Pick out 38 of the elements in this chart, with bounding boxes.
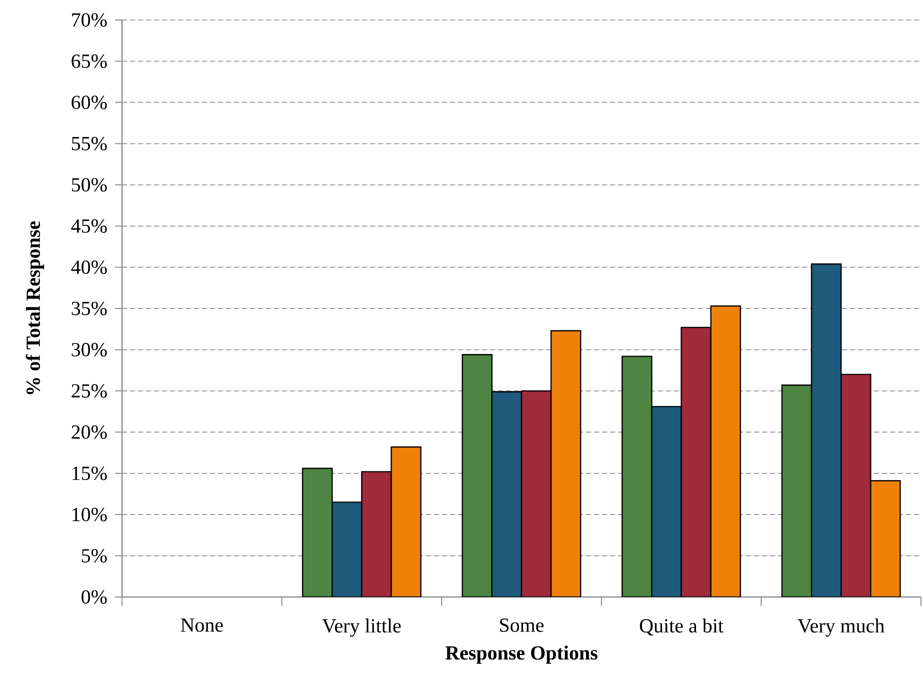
y-tick-label: 55% xyxy=(72,136,107,150)
y-tick-label: 0% xyxy=(82,590,107,604)
y-tick-label: 15% xyxy=(72,466,107,480)
bar xyxy=(462,354,493,597)
x-tick-label: Quite a bit xyxy=(640,618,724,636)
x-tick-label: Very much xyxy=(798,618,884,637)
y-tick-label: 35% xyxy=(72,302,107,316)
y-tick-label: 25% xyxy=(72,384,107,398)
bar xyxy=(840,374,872,597)
bar xyxy=(781,384,812,597)
bar xyxy=(550,330,582,597)
y-axis-title: % of Total Response xyxy=(26,221,44,394)
bar xyxy=(302,468,333,597)
x-tick-label: None xyxy=(180,618,223,632)
bar xyxy=(332,502,362,597)
y-tick-label: 30% xyxy=(72,342,107,356)
y-tick-label: 60% xyxy=(72,96,107,110)
y-tick-label: 70% xyxy=(72,13,107,27)
bar xyxy=(710,305,742,597)
x-tick-label: Very little xyxy=(322,618,401,637)
y-tick-label: 65% xyxy=(72,54,107,68)
bar xyxy=(810,263,842,597)
x-axis-title: Response Options xyxy=(445,646,598,664)
y-tick-label: 45% xyxy=(71,219,107,233)
bar xyxy=(520,390,552,597)
bar xyxy=(870,480,901,597)
bar xyxy=(361,471,392,597)
y-tick-label: 10% xyxy=(72,508,107,522)
bar xyxy=(622,356,652,597)
bar xyxy=(491,391,522,597)
bar xyxy=(390,446,422,597)
y-tick-label: 20% xyxy=(72,425,107,439)
y-tick-label: 50% xyxy=(72,178,107,192)
y-tick-label: 5% xyxy=(82,548,107,563)
bar xyxy=(651,406,682,597)
x-tick-label: Some xyxy=(500,618,544,632)
bar xyxy=(680,326,712,597)
y-tick-label: 40% xyxy=(71,260,107,274)
